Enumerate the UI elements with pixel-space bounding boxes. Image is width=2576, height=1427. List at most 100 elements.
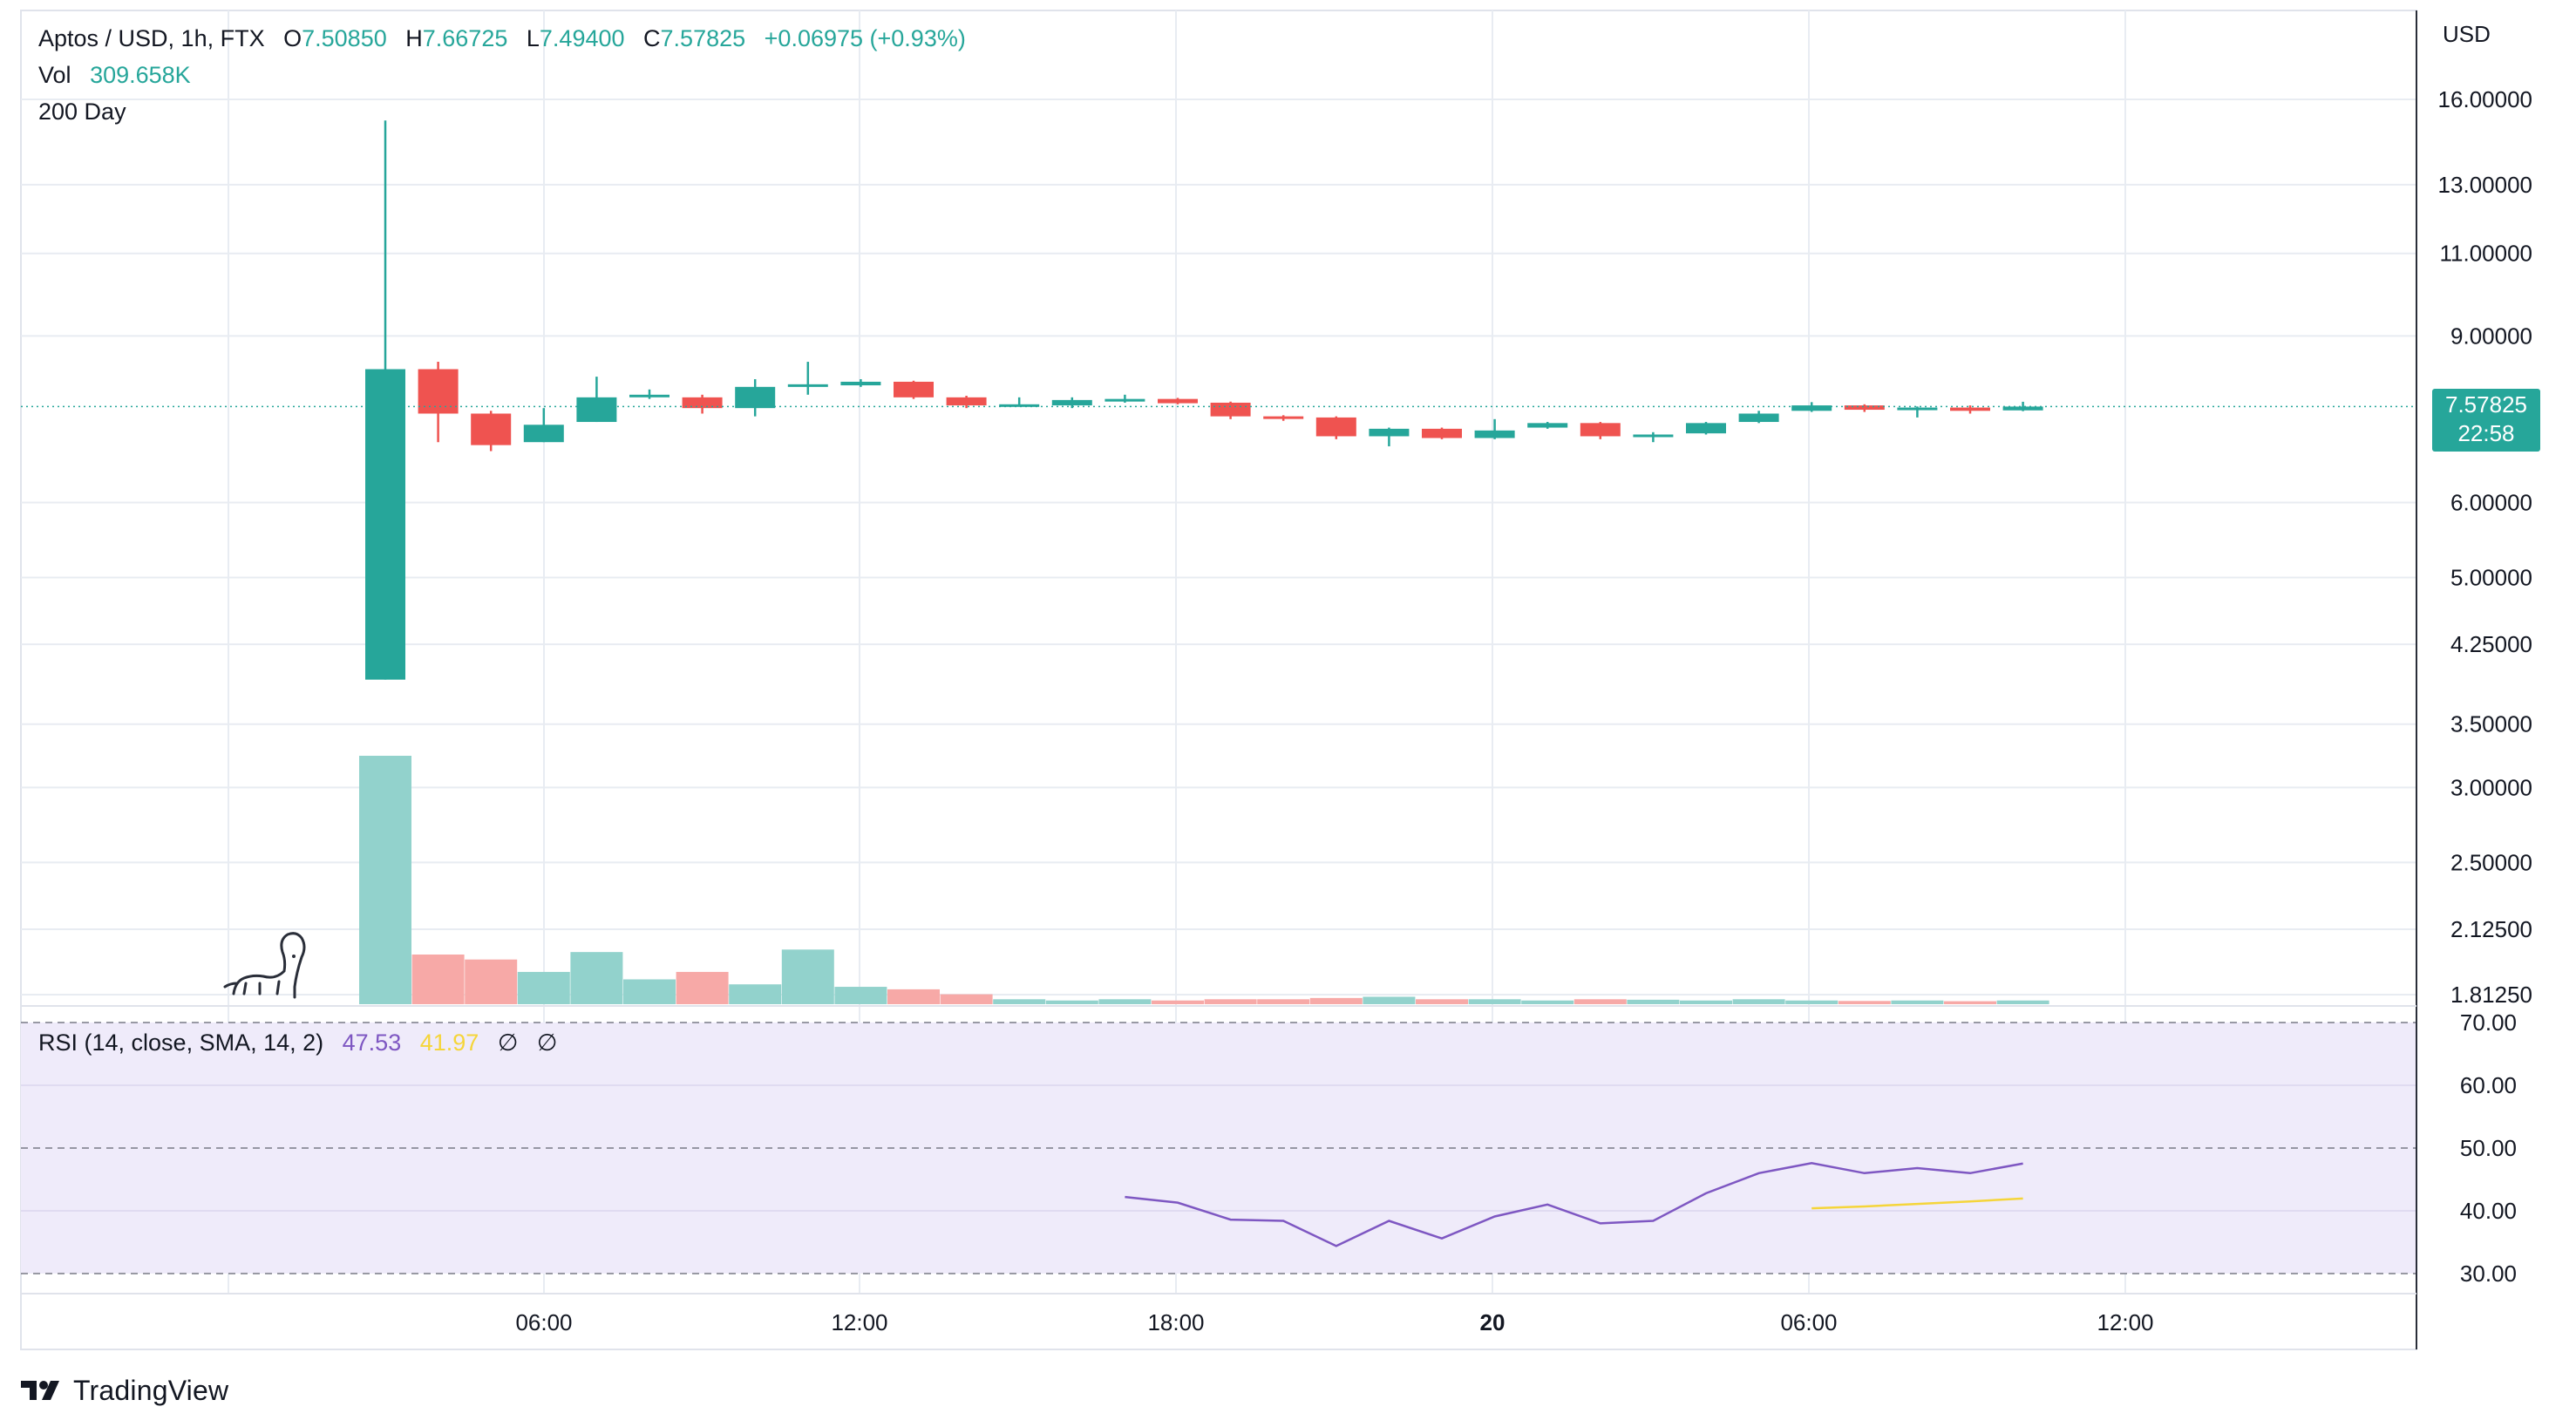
close-label: C — [643, 25, 661, 51]
candle-body[interactable] — [840, 381, 881, 386]
price-tick-label: 3.00000 — [2450, 774, 2532, 800]
rsi-legend: RSI (14, close, SMA, 14, 2) 47.53 41.97 … — [38, 1029, 557, 1057]
price-tick-label: 3.50000 — [2450, 711, 2532, 737]
price-tick-label: 2.12500 — [2450, 916, 2532, 942]
volume-bar — [1416, 999, 1468, 1004]
candle-body[interactable] — [471, 413, 512, 445]
rsi-tick-label: 30.00 — [2460, 1261, 2517, 1287]
open-label: O — [283, 25, 302, 51]
volume-bar — [570, 952, 623, 1004]
candle-body[interactable] — [1791, 405, 1832, 411]
volume-bar — [781, 949, 834, 1004]
candle-body[interactable] — [1474, 430, 1515, 438]
volume-bar — [1996, 1000, 2049, 1004]
candle-body[interactable] — [1104, 398, 1145, 402]
low-value: 7.49400 — [539, 25, 625, 51]
candle-body[interactable] — [1315, 417, 1356, 437]
last-price-badge: 7.57825 22:58 — [2432, 389, 2540, 452]
candle-body[interactable] — [576, 397, 617, 423]
candle-body[interactable] — [365, 369, 405, 680]
time-tick-label: 12:00 — [831, 1309, 887, 1335]
volume-bar — [1732, 999, 1785, 1004]
volume-bar — [465, 959, 518, 1004]
volume-bar — [1521, 1000, 1574, 1004]
price-tick-label: 5.00000 — [2450, 564, 2532, 590]
candle-body[interactable] — [1633, 434, 1674, 438]
candle-body[interactable] — [1051, 399, 1092, 406]
candle-body[interactable] — [1422, 428, 1462, 438]
rsi-label[interactable]: RSI (14, close, SMA, 14, 2) — [38, 1029, 324, 1056]
volume-value: 309.658K — [90, 62, 191, 88]
high-label: H — [405, 25, 423, 51]
candle-body[interactable] — [1844, 405, 1885, 411]
volume-bar — [940, 994, 993, 1004]
volume-bar — [993, 999, 1046, 1004]
time-tick-label: 18:00 — [1147, 1309, 1204, 1335]
volume-legend: Vol 309.658K — [38, 61, 191, 89]
volume-bar — [517, 971, 570, 1004]
indicator-label[interactable]: 200 Day — [38, 99, 126, 125]
volume-bar — [1838, 1001, 1891, 1004]
price-tick-label: 9.00000 — [2450, 323, 2532, 349]
na-value-1: ∅ — [497, 1029, 519, 1056]
open-value: 7.50850 — [302, 25, 387, 51]
volume-bar — [1468, 999, 1521, 1004]
candle-body[interactable] — [999, 404, 1040, 407]
tradingview-logo-icon — [21, 1381, 59, 1400]
volume-bar — [1627, 999, 1680, 1004]
dino-icon — [223, 932, 306, 999]
close-value: 7.57825 — [660, 25, 746, 51]
axis-currency-label[interactable]: USD — [2443, 21, 2491, 47]
candle-body[interactable] — [946, 397, 987, 406]
rsi-sma-value: 41.97 — [419, 1029, 479, 1056]
volume-bar — [1098, 999, 1152, 1004]
rsi-line — [1125, 1162, 2023, 1247]
candle-body[interactable] — [1738, 413, 1779, 423]
candle-body[interactable] — [787, 384, 828, 387]
volume-bar — [1680, 1000, 1732, 1004]
volume-bar — [1152, 1000, 1204, 1004]
candle-body[interactable] — [1527, 423, 1568, 428]
rsi-tick-label: 50.00 — [2460, 1135, 2517, 1161]
volume-bar — [1573, 999, 1627, 1004]
volume-bar — [834, 987, 887, 1004]
candle-body[interactable] — [1210, 402, 1251, 417]
price-tick-label: 16.00000 — [2438, 86, 2532, 112]
last-price-value: 7.57825 — [2445, 391, 2527, 418]
volume-bar — [1257, 999, 1310, 1004]
volume-label[interactable]: Vol — [38, 62, 71, 88]
volume-bar — [623, 979, 676, 1004]
volume-bar — [359, 756, 411, 1004]
volume-bar — [676, 971, 729, 1004]
candle-body[interactable] — [1897, 407, 1938, 411]
indicator-legend: 200 Day — [38, 98, 126, 126]
candle-body[interactable] — [1158, 398, 1198, 404]
symbol-title[interactable]: Aptos / USD, 1h, FTX — [38, 25, 265, 51]
countdown-timer: 22:58 — [2457, 420, 2515, 446]
candle-body[interactable] — [523, 425, 564, 443]
candle-body[interactable] — [682, 397, 723, 409]
candle-body[interactable] — [1950, 407, 1990, 411]
price-tick-label: 11.00000 — [2439, 241, 2532, 267]
candle-body[interactable] — [1369, 428, 1410, 437]
candle-body[interactable] — [894, 381, 934, 398]
time-tick-label: 20 — [1480, 1309, 1505, 1335]
candle-body[interactable] — [1263, 416, 1304, 419]
candle-body[interactable] — [1686, 423, 1726, 434]
volume-bar — [1944, 1001, 1996, 1004]
brand-logo[interactable]: TradingView — [21, 1371, 228, 1410]
candle-body[interactable] — [629, 394, 669, 398]
time-tick-label: 06:00 — [1780, 1309, 1837, 1335]
candle-body[interactable] — [2002, 406, 2043, 411]
rsi-value: 47.53 — [342, 1029, 402, 1056]
volume-bar — [1363, 996, 1416, 1004]
price-tick-label: 6.00000 — [2450, 490, 2532, 516]
candle-body[interactable] — [1580, 423, 1621, 437]
ohlc-legend: Aptos / USD, 1h, FTX O7.50850 H7.66725 L… — [38, 24, 966, 52]
time-tick-label: 06:00 — [515, 1309, 572, 1335]
rsi-sma-line — [1811, 1197, 2023, 1210]
candle-body[interactable] — [735, 386, 776, 409]
rsi-tick-label: 60.00 — [2460, 1072, 2517, 1098]
